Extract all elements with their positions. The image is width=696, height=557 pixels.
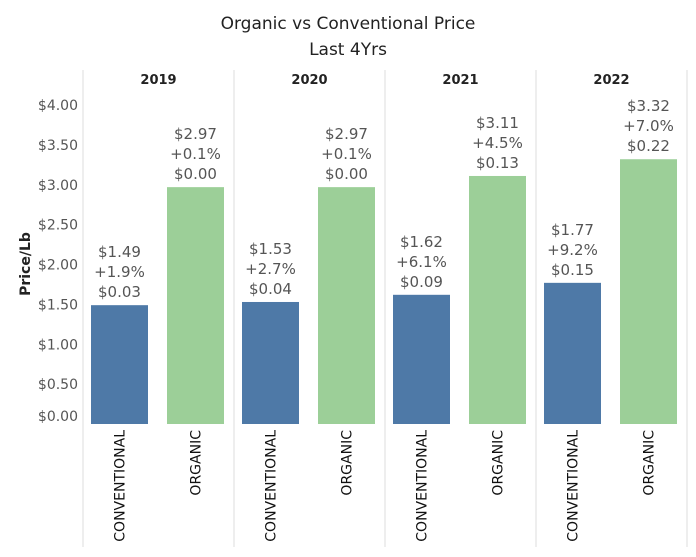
data-label: +9.2% [547,241,598,259]
data-label: $0.00 [174,165,217,183]
y-tick-label: $3.00 [38,178,78,194]
data-label: $1.62 [400,233,443,251]
bar-conventional-2020 [242,301,299,424]
bar-conventional-2022 [544,282,601,424]
year-header: 2022 [593,73,629,88]
data-label: +1.9% [94,263,145,281]
y-axis-label: Price/Lb [18,232,34,296]
x-tick-label: ORGANIC [340,430,356,496]
y-tick-label: $3.50 [38,138,78,154]
data-label: $2.97 [325,125,368,143]
data-label: $2.97 [174,125,217,143]
data-label: +2.7% [245,260,296,278]
data-label: $0.09 [400,273,443,291]
x-tick-label: CONVENTIONAL [415,430,431,542]
data-label: $0.22 [627,137,670,155]
bar-organic-2019 [167,187,224,424]
data-label: +4.5% [472,134,523,152]
data-label: +7.0% [623,117,674,135]
data-label: $0.15 [551,261,594,279]
x-tick-label: CONVENTIONAL [264,430,280,542]
data-label: $1.77 [551,221,594,239]
y-tick-label: $0.50 [38,377,78,393]
x-tick-label: CONVENTIONAL [566,430,582,542]
y-tick-label: $2.00 [38,258,78,274]
y-tick-label: $1.50 [38,297,78,313]
year-header: 2021 [442,73,478,88]
x-tick-label: ORGANIC [642,430,658,496]
year-header: 2020 [291,73,327,88]
year-header: 2019 [140,73,176,88]
chart-title: Organic vs Conventional Price [220,14,476,34]
data-label: +0.1% [321,145,372,163]
y-tick-label: $4.00 [38,98,78,114]
y-tick-label: $0.00 [38,409,78,425]
data-label: +6.1% [396,253,447,271]
data-label: $1.53 [249,240,292,258]
data-label: +0.1% [170,145,221,163]
data-label: $0.00 [325,165,368,183]
bar-conventional-2021 [393,294,450,424]
bar-conventional-2019 [91,305,148,424]
x-tick-label: CONVENTIONAL [113,430,129,542]
x-tick-label: ORGANIC [189,430,205,496]
bar-organic-2022 [620,159,677,425]
data-label: $3.11 [476,114,519,132]
y-tick-label: $2.50 [38,218,78,234]
data-label: $0.04 [249,280,292,298]
y-tick-label: $1.00 [38,337,78,353]
data-label: $3.32 [627,97,670,115]
bar-organic-2020 [318,187,375,424]
data-label: $0.03 [98,283,141,301]
chart-subtitle: Last 4Yrs [309,40,387,60]
data-label: $0.13 [476,154,519,172]
data-label: $1.49 [98,243,141,261]
x-tick-label: ORGANIC [491,430,507,496]
bar-organic-2021 [469,175,526,424]
